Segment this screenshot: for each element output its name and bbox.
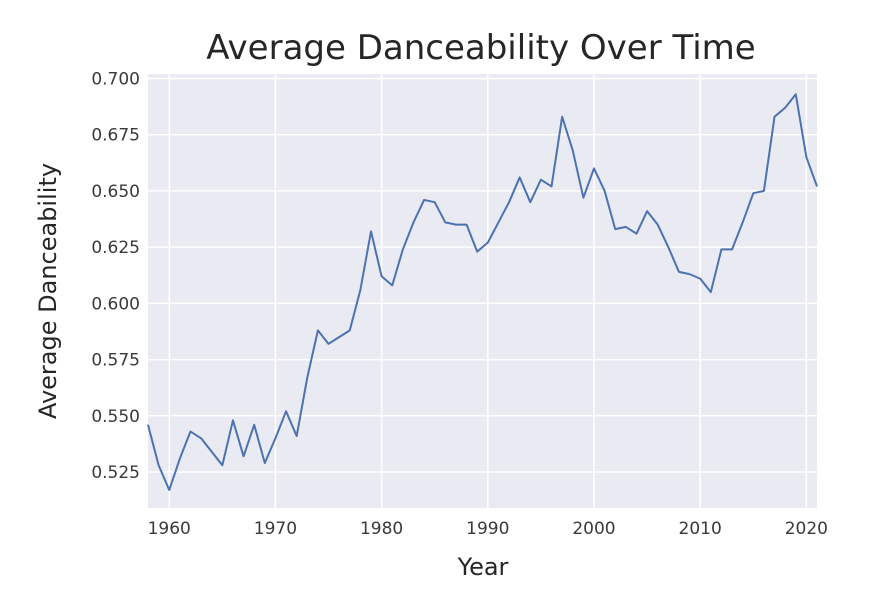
- x-tick-label: 2010: [679, 519, 722, 539]
- series-line: [147, 93, 818, 492]
- y-tick-label: 0.700: [91, 69, 140, 89]
- x-tick-label: 1990: [466, 519, 509, 539]
- y-tick-label: 0.675: [91, 126, 140, 146]
- x-tick-label: 2020: [785, 519, 828, 539]
- grid: [148, 74, 817, 508]
- y-axis-label: Average Danceability: [34, 163, 62, 419]
- x-tick-label: 1980: [360, 519, 403, 539]
- chart-title: Average Danceability Over Time: [206, 28, 755, 68]
- plot-area: [148, 74, 817, 508]
- y-tick-label: 0.550: [91, 407, 140, 427]
- x-tick-label: 1960: [148, 519, 191, 539]
- y-tick-labels: 0.525 0.550 0.575 0.600 0.625 0.650 0.675 0.700: [91, 69, 140, 483]
- y-tick-label: 0.650: [91, 182, 140, 202]
- y-tick-label: 0.600: [91, 294, 140, 314]
- y-tick-label: 0.575: [91, 351, 140, 371]
- x-tick-label: 1970: [254, 519, 297, 539]
- x-tick-label: 2000: [572, 519, 615, 539]
- y-tick-label: 0.625: [91, 238, 140, 258]
- y-tick-label: 0.525: [91, 463, 140, 483]
- x-axis-label: Year: [457, 553, 509, 581]
- x-tick-labels: 1960 1970 1980 1990 2000 2010 2020: [148, 519, 828, 539]
